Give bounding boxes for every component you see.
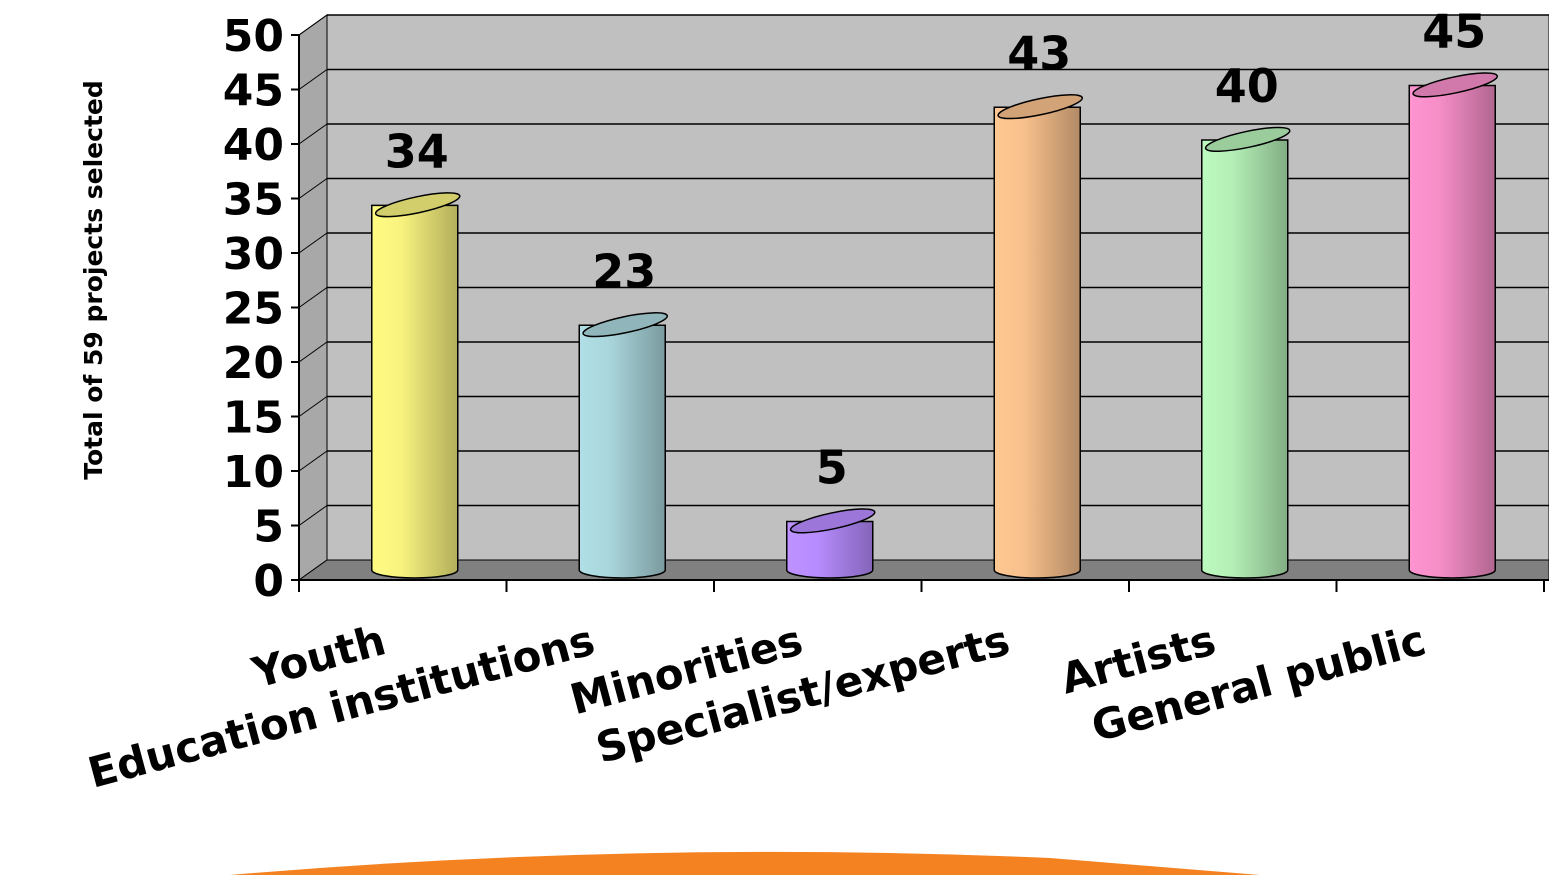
bar-top [997, 94, 1084, 120]
plot-area [297, 14, 1549, 581]
data-labels: 34 23 5 43 40 45 [385, 5, 1487, 495]
bar [786, 508, 876, 579]
orange-swoosh-decoration [230, 851, 1260, 875]
data-label: 40 [1215, 59, 1279, 113]
data-label: 45 [1422, 5, 1486, 59]
bar [1408, 72, 1499, 579]
y-tick-label: 5 [253, 502, 284, 553]
y-tick-label: 35 [223, 175, 284, 226]
x-axis-ticks [298, 580, 1545, 592]
gridline-side [298, 396, 328, 417]
y-axis-title: Total of 59 projects selected [79, 80, 108, 480]
bar-body [371, 204, 459, 579]
data-label: 43 [1007, 26, 1071, 80]
y-tick-label: 15 [223, 393, 284, 444]
bar-top [374, 192, 461, 218]
y-tick-label: 40 [223, 120, 284, 171]
bar-body [578, 324, 666, 579]
y-tick-label: 50 [223, 11, 284, 62]
gridline-side [298, 505, 328, 526]
y-tick-label: 0 [253, 556, 284, 607]
gridline-side [298, 123, 328, 145]
gridline-side [298, 14, 328, 36]
bar-top [1204, 126, 1291, 153]
y-tick-label: 30 [223, 229, 284, 280]
bar [371, 192, 461, 579]
gridline-side [298, 232, 328, 254]
bar-body [993, 106, 1081, 579]
bars [371, 72, 1499, 579]
plot-floor [297, 559, 1549, 581]
data-label: 5 [816, 441, 848, 495]
bar-body [786, 520, 874, 579]
data-label: 34 [385, 124, 449, 178]
bar-top [582, 312, 669, 338]
gridline-side [298, 178, 328, 199]
data-label: 23 [592, 244, 656, 298]
gridline-side [298, 341, 328, 363]
gridline-side [298, 69, 328, 90]
bar-top [1412, 72, 1499, 98]
bar-top [789, 508, 876, 534]
gridline-side [298, 287, 328, 308]
y-tick-label: 45 [223, 66, 284, 117]
bar-body [1201, 139, 1289, 579]
gridlines [298, 14, 1549, 526]
gridline-side [298, 450, 328, 472]
bar-body [1408, 84, 1496, 579]
bar [1201, 126, 1291, 579]
y-tick-label: 10 [223, 447, 284, 498]
y-tick-label: 20 [223, 338, 284, 389]
bar [578, 312, 669, 579]
bar [993, 94, 1084, 579]
y-tick-label: 25 [223, 284, 284, 335]
